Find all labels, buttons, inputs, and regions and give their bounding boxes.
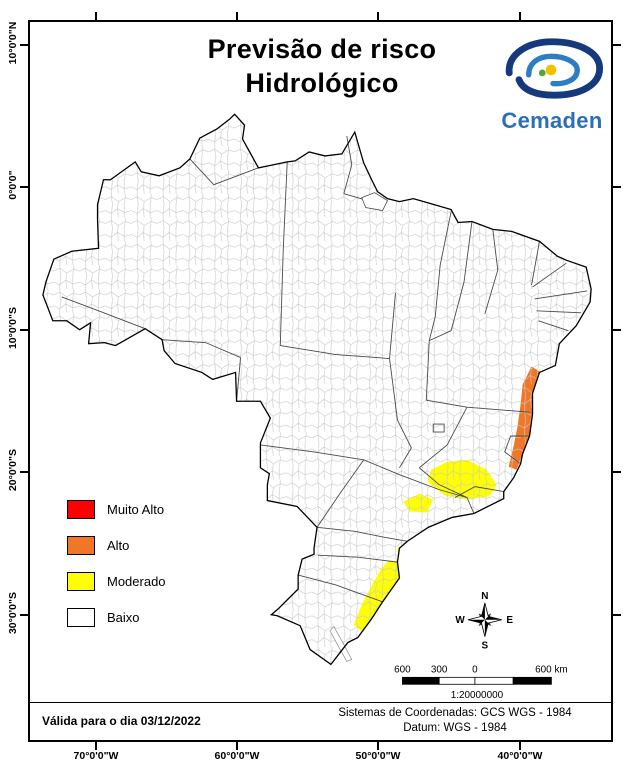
lagoa-dos-patos (329, 626, 353, 662)
logo-center-dot (545, 64, 557, 76)
logo-inner-swirl (526, 53, 580, 87)
compass-rose: N S E W (455, 591, 513, 652)
risk-dot-alto (535, 398, 540, 403)
coordinate-system-line: Sistemas de Coordenadas: GCS WGS - 1984 (338, 707, 572, 719)
scale-bar: 600 300 0 600 km 1:20000000 (394, 664, 568, 701)
legend-row-alto: Alto (67, 536, 166, 555)
compass-star-shading (467, 602, 502, 637)
page-title: Previsão de risco Hidrológico (122, 32, 522, 100)
lon-label-50w: 50°0'0"W (355, 750, 401, 762)
logo-green-dot (538, 69, 546, 77)
lon-tick (377, 12, 379, 20)
lon-label-60w: 60°0'0"W (214, 750, 260, 762)
datum-line: Datum: WGS - 1984 (403, 722, 507, 734)
lon-tick (95, 742, 97, 750)
cemaden-logo-icon (505, 38, 603, 99)
lat-tick (20, 471, 28, 473)
lon-tick (95, 12, 97, 20)
brazil-outline (42, 113, 592, 666)
lat-tick (613, 614, 621, 616)
page-title-line2: Hidrológico (245, 68, 399, 98)
legend-label-muito-alto: Muito Alto (107, 502, 165, 517)
lat-tick (613, 186, 621, 188)
page-title-line1: Previsão de risco (207, 34, 437, 64)
lat-tick (20, 329, 28, 331)
risk-dot-alto (530, 444, 535, 449)
lat-label-30s: 30°0'0"S (7, 591, 19, 635)
lon-tick (236, 12, 238, 20)
brazil-risk-map: N S E W 600 300 0 600 km 1:20000000 (42, 113, 592, 701)
compass-north-label: N (481, 591, 488, 602)
validity-date: Válida para o dia 03/12/2022 (42, 714, 201, 728)
scale-segment (438, 676, 476, 685)
lat-label-10n: 10°0'0"N (7, 21, 19, 65)
legend-swatch-muito-alto (67, 500, 95, 519)
coordinate-system-info: Sistemas de Coordenadas: GCS WGS - 1984 … (305, 706, 605, 736)
lat-tick (613, 329, 621, 331)
legend-row-muito-alto: Muito Alto (67, 500, 166, 519)
scale-label-300: 300 (431, 664, 448, 675)
lat-label-0: 0°0'0" (7, 170, 19, 200)
lat-tick (613, 471, 621, 473)
lon-tick (519, 12, 521, 20)
lat-label-20s: 20°0'0"S (7, 448, 19, 492)
legend-row-baixo: Baixo (67, 608, 166, 627)
legend-label-baixo: Baixo (107, 610, 140, 625)
legend-row-moderado: Moderado (67, 572, 166, 591)
lon-tick (377, 742, 379, 750)
cemaden-wordmark: Cemaden (501, 108, 603, 133)
lat-tick (613, 44, 621, 46)
lat-tick (20, 186, 28, 188)
legend-label-alto: Alto (107, 538, 130, 553)
scale-segment (402, 676, 440, 685)
compass-south-label: S (482, 641, 489, 652)
scale-ratio: 1:20000000 (451, 690, 504, 701)
scale-label-600-right: 600 km (535, 664, 568, 675)
compass-west-label: W (455, 615, 465, 626)
logo-outer-swirl (505, 38, 603, 99)
lat-label-10s: 10°0'0"S (7, 306, 19, 350)
lon-tick (236, 742, 238, 750)
lon-tick (519, 742, 521, 750)
lat-tick (20, 614, 28, 616)
cemaden-logo: Cemaden (474, 34, 630, 134)
scale-label-0: 0 (472, 664, 478, 675)
lon-label-40w: 40°0'0"W (497, 750, 543, 762)
legend-swatch-moderado (67, 572, 95, 591)
marajo-island (361, 192, 389, 211)
map-frame: N S E W 600 300 0 600 km 1:20000000 Prev… (28, 20, 613, 742)
compass-east-label: E (506, 615, 513, 626)
scale-label-600-left: 600 (394, 664, 411, 675)
scale-segment (512, 676, 552, 685)
risk-legend: Muito Alto Alto Moderado Baixo (67, 500, 166, 644)
distrito-federal-box (432, 423, 445, 433)
legend-swatch-baixo (67, 608, 95, 627)
lon-label-70w: 70°0'0"W (73, 750, 119, 762)
footer-band: Válida para o dia 03/12/2022 Sistemas de… (30, 702, 611, 740)
scale-segment (474, 676, 514, 685)
lat-tick (20, 44, 28, 46)
legend-label-moderado: Moderado (107, 574, 166, 589)
state-boundaries (61, 135, 588, 603)
legend-swatch-alto (67, 536, 95, 555)
